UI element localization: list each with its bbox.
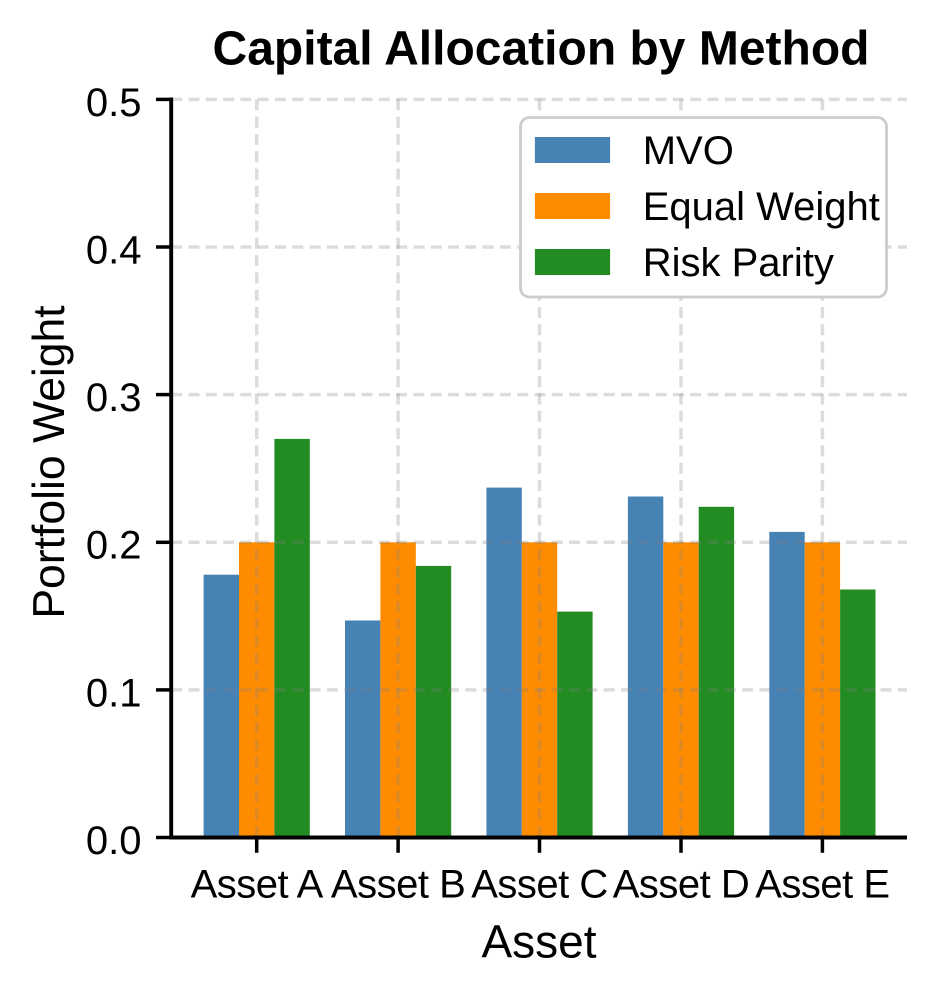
- svg-text:Asset C: Asset C: [471, 863, 608, 907]
- svg-text:0.1: 0.1: [86, 671, 142, 715]
- svg-text:Asset D: Asset D: [613, 863, 750, 907]
- svg-text:0.0: 0.0: [86, 819, 142, 863]
- svg-text:0.3: 0.3: [86, 376, 142, 420]
- svg-text:Capital Allocation by Method: Capital Allocation by Method: [213, 23, 870, 76]
- svg-text:Asset: Asset: [481, 915, 596, 967]
- svg-text:Asset A: Asset A: [191, 863, 324, 907]
- svg-text:Asset B: Asset B: [331, 863, 465, 907]
- svg-text:Equal Weight: Equal Weight: [643, 185, 880, 229]
- svg-text:Asset E: Asset E: [755, 863, 889, 907]
- svg-text:Risk Parity: Risk Parity: [643, 241, 834, 285]
- svg-text:0.5: 0.5: [86, 81, 142, 125]
- svg-text:Portfolio Weight: Portfolio Weight: [25, 305, 74, 619]
- svg-text:0.4: 0.4: [86, 228, 142, 272]
- svg-text:MVO: MVO: [643, 129, 734, 173]
- svg-text:0.2: 0.2: [86, 524, 142, 568]
